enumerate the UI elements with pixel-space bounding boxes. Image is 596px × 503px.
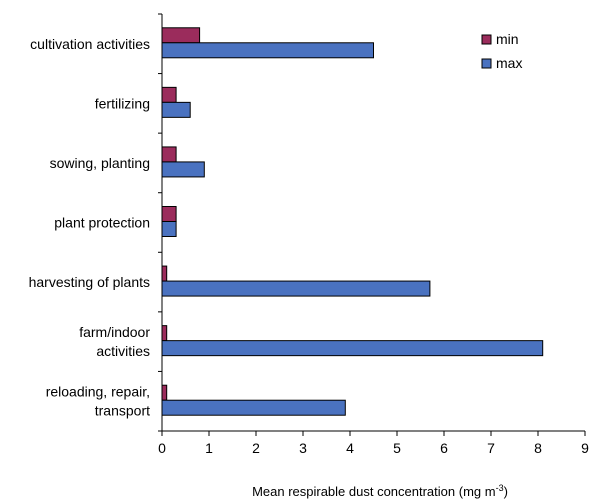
category-label: farm/indoor xyxy=(79,324,150,340)
x-axis-title: Mean respirable dust concentration (mg m… xyxy=(252,483,508,499)
category-label: cultivation activities xyxy=(30,36,150,52)
bar-min xyxy=(161,86,177,103)
bar-min xyxy=(161,146,177,163)
category-label: sowing, planting xyxy=(50,155,150,171)
x-tick-label: 2 xyxy=(252,440,260,456)
bar-max xyxy=(161,42,374,59)
legend-label-min: min xyxy=(496,31,519,47)
bar-max xyxy=(161,280,431,297)
x-tick-label: 9 xyxy=(581,440,589,456)
category-label: harvesting of plants xyxy=(29,274,150,290)
category-label: activities xyxy=(96,343,150,359)
axes-group xyxy=(158,13,585,432)
x-tick-label: 0 xyxy=(158,440,166,456)
x-tick-label: 7 xyxy=(487,440,495,456)
legend-swatch-min xyxy=(481,34,492,45)
bar-min xyxy=(161,206,177,222)
x-tick-label: 4 xyxy=(346,440,354,456)
x-tick-label: 6 xyxy=(440,440,448,456)
x-tick-label: 5 xyxy=(393,440,401,456)
category-label: plant protection xyxy=(54,215,150,231)
x-axis-title-superscript: -3 xyxy=(496,483,504,493)
bar-min xyxy=(161,384,168,401)
category-label: fertilizing xyxy=(95,95,150,111)
bar-min xyxy=(161,265,168,282)
bars-group xyxy=(161,27,544,416)
category-labels: cultivation activities fertilizing sowing,… xyxy=(29,36,151,419)
bar-max xyxy=(161,399,346,416)
x-axis-title-suffix: ) xyxy=(504,484,508,499)
x-axis-title-main: Mean respirable dust concentration (mg m xyxy=(252,484,496,499)
x-tick-label: 1 xyxy=(205,440,213,456)
x-tick-label: 3 xyxy=(299,440,307,456)
x-tick-label: 8 xyxy=(534,440,542,456)
bar-min xyxy=(161,325,168,342)
category-label: transport xyxy=(95,403,150,419)
legend-swatch-max xyxy=(481,58,492,69)
bar-min xyxy=(161,27,201,44)
legend: min max xyxy=(481,31,522,71)
bar-max xyxy=(161,340,544,357)
bar-max xyxy=(161,221,177,237)
x-ticks: 0 1 2 3 4 5 6 7 8 9 xyxy=(158,431,589,456)
category-label: reloading, repair, xyxy=(46,384,150,400)
bar-max xyxy=(161,161,205,178)
legend-label-max: max xyxy=(496,55,522,71)
bar-max xyxy=(161,101,191,118)
